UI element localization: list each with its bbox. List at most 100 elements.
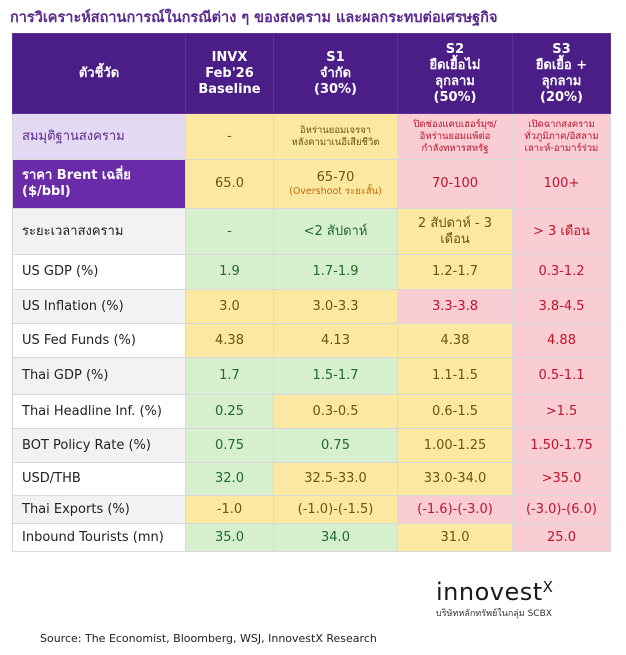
table-row: US GDP (%) 1.9 1.7-1.9 1.2-1.7 0.3-1.2 (12, 254, 611, 290)
cell-line: ยืดเยื้อ + (535, 57, 588, 73)
cell-line: (30%) (314, 81, 357, 97)
table-row: US Inflation (%) 3.0 3.0-3.3 3.3-3.8 3.8-4.5 (12, 289, 611, 324)
cell-line: เปิดฉากสงคราม (528, 118, 595, 130)
header-cell: ตัวชี้วัด (12, 33, 186, 114)
row-label: ราคา Brent เฉลี่ย ($/bbl) (12, 159, 186, 209)
table-row: US Fed Funds (%) 4.38 4.13 4.38 4.88 (12, 323, 611, 358)
header-cell: S2 ยืดเยื้อไม่ ลุกลาม (50%) (397, 33, 513, 114)
cell-line: จำกัด (319, 65, 352, 81)
table-cell: 0.3-1.2 (512, 254, 611, 290)
table-cell: (-3.0)-(6.0) (512, 495, 611, 524)
table-cell: (-1.6)-(-3.0) (397, 495, 513, 524)
cell-line: (Overshoot ระยะสั้น) (289, 186, 382, 197)
row-label: BOT Policy Rate (%) (12, 428, 186, 463)
table-cell: เปิดฉากสงคราม ทั่วภูมิภาค/อิสลาม เลาะห์-อา… (512, 113, 611, 160)
table-row: Inbound Tourists (mn) 35.0 34.0 31.0 25.0 (12, 523, 611, 552)
table-cell: 4.13 (273, 323, 398, 358)
table-cell: 34.0 (273, 523, 398, 552)
row-label: Thai Exports (%) (12, 495, 186, 524)
cell-line: ตัวชี้วัด (78, 65, 120, 81)
table-cell: 0.5-1.1 (512, 357, 611, 395)
table-cell: 70-100 (397, 159, 513, 209)
table-cell: 65.0 (185, 159, 274, 209)
cell-line: ทั่วภูมิภาค/อิสลาม (524, 130, 599, 142)
cell-line: ปิดช่องแคบเฮอร์มุซ/ (413, 118, 497, 130)
table-cell: >1.5 (512, 394, 611, 429)
row-label: US GDP (%) (12, 254, 186, 290)
table-cell: 4.38 (185, 323, 274, 358)
cell-line: S2 (445, 41, 465, 57)
table-row: สมมุติฐานสงคราม - อิหร่านยอมเจรจา หลังคามาเ… (12, 113, 611, 160)
row-label: USD/THB (12, 462, 186, 496)
cell-line: Baseline (198, 81, 261, 97)
source-note: Source: The Economist, Bloomberg, WSJ, I… (40, 632, 377, 645)
logo-name: innovest (436, 578, 543, 606)
table-cell: 65-70 (Overshoot ระยะสั้น) (273, 159, 398, 209)
table-cell: 0.75 (185, 428, 274, 463)
table-cell: - (185, 113, 274, 160)
cell-line: ยืดเยื้อไม่ (429, 57, 481, 73)
cell-line: เลาะห์-อามาร์ร่วม (524, 142, 599, 154)
table-cell: (-1.0)-(-1.5) (273, 495, 398, 524)
logo-tagline: บริษัทหลักทรัพย์ในกลุ่ม SCBX (436, 609, 552, 619)
table-cell: 0.25 (185, 394, 274, 429)
table-row: Thai GDP (%) 1.7 1.5-1.7 1.1-1.5 0.5-1.1 (12, 357, 611, 395)
header-cell: S3 ยืดเยื้อ + ลุกลาม (20%) (512, 33, 611, 114)
header-cell: S1 จำกัด (30%) (273, 33, 398, 114)
row-label: Inbound Tourists (mn) (12, 523, 186, 552)
table-cell: - (185, 208, 274, 255)
table-row: ราคา Brent เฉลี่ย ($/bbl) 65.0 65-70 (Oversh… (12, 159, 611, 209)
table-row: USD/THB 32.0 32.5-33.0 33.0-34.0 >35.0 (12, 462, 611, 496)
table-cell: 1.2-1.7 (397, 254, 513, 290)
table-cell: 35.0 (185, 523, 274, 552)
scenario-table: ตัวชี้วัด INVX Feb'26 Baseline S1 จำกัด (30%) S… (12, 33, 611, 552)
cell-line: 2 สัปดาห์ - 3 (417, 215, 493, 231)
cell-line: S3 (552, 41, 571, 57)
cell-line: (50%) (433, 89, 477, 105)
table-cell: 33.0-34.0 (397, 462, 513, 496)
row-label: สมมุติฐานสงคราม (12, 113, 186, 160)
table-cell: 3.3-3.8 (397, 289, 513, 324)
row-label: Thai Headline Inf. (%) (12, 394, 186, 429)
table-row: BOT Policy Rate (%) 0.75 0.75 1.00-1.25 1.50… (12, 428, 611, 463)
table-cell: 1.5-1.7 (273, 357, 398, 395)
table-cell: 3.0-3.3 (273, 289, 398, 324)
cell-line: เดือน (440, 231, 470, 247)
cell-line: (20%) (540, 89, 583, 105)
row-label: US Inflation (%) (12, 289, 186, 324)
table-cell: 1.00-1.25 (397, 428, 513, 463)
row-label: US Fed Funds (%) (12, 323, 186, 358)
cell-line: ลุกลาม (435, 73, 475, 89)
table-cell: <2 สัปดาห์ (273, 208, 398, 255)
table-row: ระยะเวลาสงคราม - <2 สัปดาห์ 2 สัปดาห์ - 3 เด… (12, 208, 611, 255)
table-cell: 2 สัปดาห์ - 3 เดือน (397, 208, 513, 255)
logo: innovestX บริษัทหลักทรัพย์ในกลุ่ม SCBX (436, 578, 596, 620)
row-label: ระยะเวลาสงคราม (12, 208, 186, 255)
table-row: Thai Exports (%) -1.0 (-1.0)-(-1.5) (-1.6)-… (12, 495, 611, 524)
table-cell: 25.0 (512, 523, 611, 552)
table-cell: 32.0 (185, 462, 274, 496)
cell-line: INVX (211, 49, 248, 65)
cell-line: 65-70 (316, 170, 355, 185)
cell-line: ลุกลาม (541, 73, 582, 89)
cell-line: ราคา Brent เฉลี่ย (22, 168, 131, 183)
table-cell: 1.9 (185, 254, 274, 290)
cell-line: หลังคามาเนอีเสียชีวิต (291, 136, 380, 148)
cell-line: กำลังทหารสหรัฐ (421, 142, 489, 154)
cell-line: S1 (326, 49, 345, 65)
logo-mark: X (542, 578, 553, 596)
table-cell: 1.7-1.9 (273, 254, 398, 290)
table-cell: 31.0 (397, 523, 513, 552)
table-cell: 0.75 (273, 428, 398, 463)
table-cell: 4.88 (512, 323, 611, 358)
header-cell: INVX Feb'26 Baseline (185, 33, 274, 114)
cell-line: อิหร่านยอมเจรจา (299, 124, 372, 136)
table-cell: 4.38 (397, 323, 513, 358)
table-cell: 0.6-1.5 (397, 394, 513, 429)
table-cell: 3.0 (185, 289, 274, 324)
cell-line: Feb'26 (205, 65, 254, 81)
cell-line: ($/bbl) (22, 184, 71, 199)
table-cell: 3.8-4.5 (512, 289, 611, 324)
table-cell: -1.0 (185, 495, 274, 524)
